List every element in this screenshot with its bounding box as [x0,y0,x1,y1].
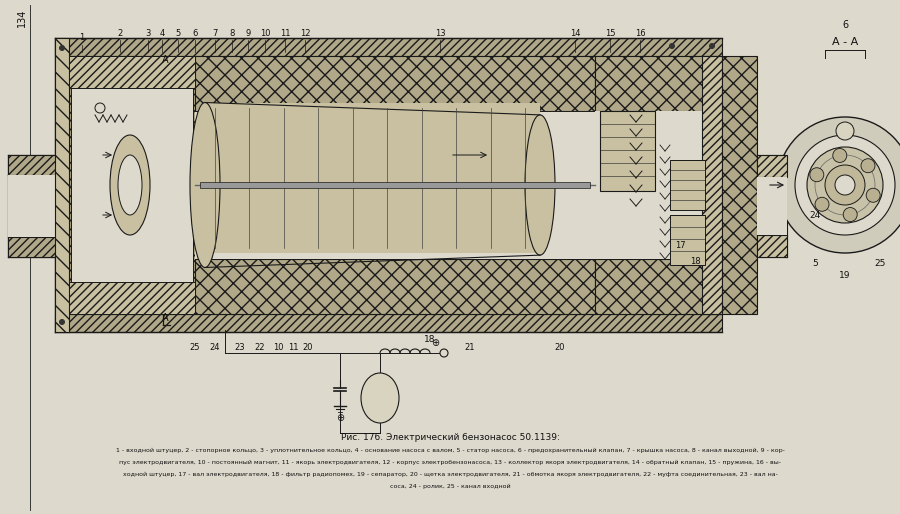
Text: 8: 8 [230,28,235,38]
Text: 25: 25 [190,343,200,353]
Text: А: А [162,55,168,65]
Text: 11: 11 [288,343,298,353]
Text: 6: 6 [193,28,198,38]
Text: 23: 23 [235,343,246,353]
Circle shape [832,149,847,162]
Text: соса, 24 - ролик, 25 - канал входной: соса, 24 - ролик, 25 - канал входной [390,484,510,489]
Text: 1: 1 [79,33,85,43]
Bar [205,102,540,252]
Text: 15: 15 [605,28,616,38]
Text: 25: 25 [874,259,886,267]
Text: 5: 5 [812,259,818,267]
Text: 10: 10 [273,343,284,353]
Text: 22: 22 [255,343,266,353]
Circle shape [440,349,448,357]
Bar [55,38,69,332]
Bar [595,111,722,259]
Circle shape [866,188,880,203]
Circle shape [815,197,829,211]
Circle shape [810,168,824,182]
Text: 5: 5 [176,28,181,38]
Circle shape [777,117,900,253]
Bar [757,155,787,177]
Text: 24: 24 [809,211,821,219]
Ellipse shape [525,115,555,255]
Text: 6: 6 [842,20,848,30]
Bar [600,111,655,191]
Circle shape [836,122,854,140]
Bar [200,182,590,188]
Text: 9: 9 [246,28,250,38]
Text: 13: 13 [435,28,446,38]
Circle shape [670,44,674,48]
Bar [8,175,63,237]
Bar [195,56,595,111]
Text: ходной штуцер, 17 - вал электродвигателя, 18 - фильтр радиопомех, 19 - сепаратор: ходной штуцер, 17 - вал электродвигателя… [122,471,778,476]
Bar [757,177,787,235]
Text: 12: 12 [300,28,310,38]
Text: 10: 10 [260,28,270,38]
Circle shape [861,159,875,173]
Text: 19: 19 [839,270,850,280]
Circle shape [709,44,715,48]
Text: Рис. 176. Электрический бензонасос 50.1139:: Рис. 176. Электрический бензонасос 50.11… [340,433,560,443]
Ellipse shape [190,102,220,267]
Text: 7: 7 [212,28,218,38]
Bar [69,56,195,88]
Text: 17: 17 [675,241,685,249]
Text: 24: 24 [210,343,220,353]
Bar [757,235,787,257]
Bar [71,88,193,282]
Bar [670,160,705,210]
Bar [195,259,595,314]
Text: ⊕: ⊕ [431,338,439,348]
Circle shape [59,46,65,50]
Circle shape [59,320,65,324]
Text: 3: 3 [145,28,150,38]
Bar [69,282,195,314]
Bar [670,215,705,265]
Text: А: А [162,313,168,323]
Text: А - А: А - А [832,37,858,47]
Ellipse shape [110,135,150,235]
Bar [55,38,722,56]
Text: 20: 20 [554,343,565,353]
Circle shape [95,103,105,113]
Text: 4: 4 [159,28,165,38]
Bar [722,56,757,314]
Bar [69,56,195,314]
Text: 21: 21 [464,343,475,353]
Ellipse shape [361,373,399,423]
Ellipse shape [118,155,142,215]
Bar [8,155,63,175]
Bar [195,111,595,259]
Text: ⊕: ⊕ [336,413,344,423]
Circle shape [795,135,895,235]
Text: 14: 14 [570,28,580,38]
Circle shape [807,147,883,223]
Text: пус электродвигателя, 10 - постоянный магнит, 11 - якорь электродвигателя, 12 - : пус электродвигателя, 10 - постоянный ма… [119,460,781,465]
Circle shape [835,175,855,195]
Text: 18: 18 [689,258,700,266]
Text: 16: 16 [634,28,645,38]
Text: 18: 18 [424,336,436,344]
Circle shape [843,208,857,222]
Text: 11: 11 [280,28,290,38]
Circle shape [825,165,865,205]
Text: 1 - входной штуцер, 2 - стопорное кольцо, 3 - уплотнительное кольцо, 4 - основан: 1 - входной штуцер, 2 - стопорное кольцо… [115,447,785,452]
Text: 134: 134 [17,9,27,27]
Bar [595,56,722,111]
Bar [702,56,722,314]
Bar [595,259,722,314]
Bar [55,314,722,332]
Text: 2: 2 [117,28,122,38]
Text: 20: 20 [302,343,313,353]
Bar [8,237,63,257]
